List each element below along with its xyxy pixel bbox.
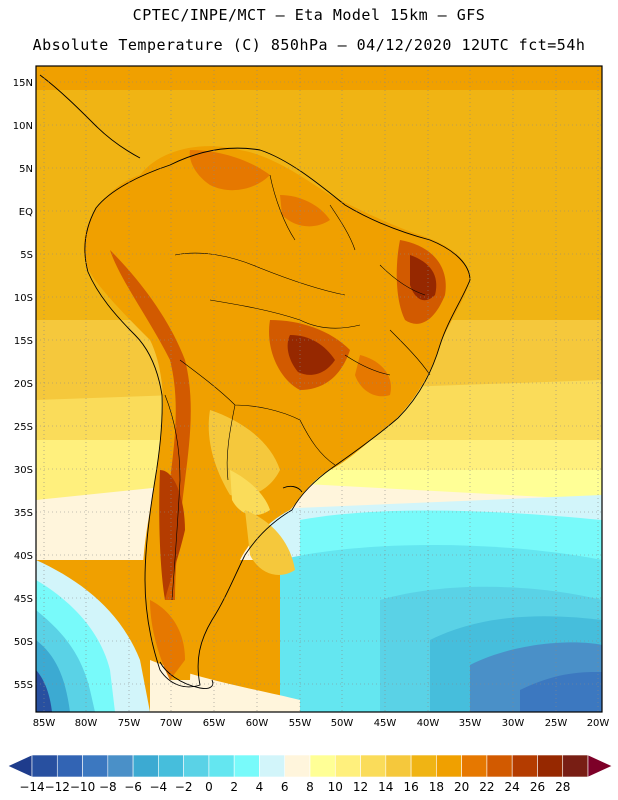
title-line-1: CPTEC/INPE/MCT – Eta Model 15km – GFS bbox=[132, 6, 486, 24]
lon-label: 25W bbox=[545, 718, 568, 729]
latitude-axis: 15N 10N 5N EQ 5S 10S 15S 20S 25S 30S 35S… bbox=[13, 78, 33, 691]
lat-label: 45S bbox=[14, 594, 33, 605]
colorbar-swatch bbox=[334, 754, 361, 778]
colorbar-label: −10 bbox=[70, 780, 95, 794]
lon-label: 80W bbox=[75, 718, 98, 729]
colorbar-label: 26 bbox=[530, 780, 545, 794]
lon-label: 30W bbox=[502, 718, 525, 729]
colorbar-label: −4 bbox=[150, 780, 168, 794]
lat-label: 15N bbox=[13, 78, 33, 89]
lat-label: 25S bbox=[14, 422, 33, 433]
colorbar-label: 14 bbox=[378, 780, 393, 794]
lon-label: 85W bbox=[33, 718, 56, 729]
colorbar-swatch bbox=[132, 754, 159, 778]
lat-label: 15S bbox=[14, 336, 33, 347]
colorbar-swatch bbox=[7, 754, 33, 778]
colorbar-swatch bbox=[233, 754, 260, 778]
colorbar-label: 18 bbox=[429, 780, 444, 794]
lat-label: EQ bbox=[19, 207, 33, 218]
lat-label: 20S bbox=[14, 379, 33, 390]
lon-label: 50W bbox=[331, 718, 354, 729]
colorbar-label: 2 bbox=[230, 780, 238, 794]
colorbar-label: 28 bbox=[555, 780, 570, 794]
colorbar-label: 22 bbox=[479, 780, 494, 794]
colorbar-swatch bbox=[486, 754, 513, 778]
lat-label: 50S bbox=[14, 637, 33, 648]
colorbar-label: −14 bbox=[19, 780, 44, 794]
colorbar-swatch bbox=[309, 754, 336, 778]
coastlines bbox=[39, 74, 471, 689]
colorbar-swatch bbox=[360, 754, 387, 778]
colorbar-label: 16 bbox=[403, 780, 418, 794]
colorbar-swatch bbox=[511, 754, 538, 778]
colorbar-swatch bbox=[537, 754, 564, 778]
colorbar-swatch bbox=[461, 754, 488, 778]
colorbar-swatch bbox=[82, 754, 109, 778]
colorbar-swatch bbox=[56, 754, 83, 778]
title-line-2: Absolute Temperature (C) 850hPa – 04/12/… bbox=[32, 36, 586, 54]
lon-label: 20W bbox=[587, 718, 610, 729]
lon-label: 45W bbox=[374, 718, 397, 729]
colorbar-label: −2 bbox=[175, 780, 193, 794]
lat-label: 35S bbox=[14, 508, 33, 519]
colorbar-swatch bbox=[208, 754, 235, 778]
colorbar-swatch bbox=[587, 754, 613, 778]
colorbar-label: −8 bbox=[99, 780, 117, 794]
temperature-field bbox=[36, 66, 602, 712]
lon-label: 55W bbox=[289, 718, 312, 729]
colorbar-swatch bbox=[107, 754, 134, 778]
lat-label: 40S bbox=[14, 551, 33, 562]
lat-label: 5N bbox=[19, 164, 33, 175]
colorbar-label: 20 bbox=[454, 780, 469, 794]
colorbar-label: −12 bbox=[45, 780, 70, 794]
lon-label: 60W bbox=[246, 718, 269, 729]
colorbar-swatch bbox=[158, 754, 184, 778]
colorbar-label: 24 bbox=[505, 780, 520, 794]
colorbar-label: 10 bbox=[328, 780, 343, 794]
lon-label: 65W bbox=[203, 718, 226, 729]
colorbar-swatch bbox=[436, 754, 462, 778]
colorbar-swatch bbox=[259, 754, 286, 778]
lat-label: 10S bbox=[14, 293, 33, 304]
colorbar-label: 4 bbox=[256, 780, 264, 794]
colorbar-label: 6 bbox=[281, 780, 289, 794]
lat-label: 10N bbox=[13, 121, 33, 132]
lat-label: 55S bbox=[14, 680, 33, 691]
colorbar-label: 8 bbox=[306, 780, 314, 794]
colorbar: −14 −12 −10 −8 −6 −4 −2 0 2 4 6 8 10 12 14 16 18 20 22 24 26… bbox=[7, 754, 613, 794]
lon-label: 75W bbox=[118, 718, 141, 729]
lat-label: 30S bbox=[14, 465, 33, 476]
lon-label: 35W bbox=[459, 718, 482, 729]
map-frame bbox=[35, 65, 603, 713]
colorbar-label: 0 bbox=[205, 780, 213, 794]
colorbar-label: 12 bbox=[353, 780, 368, 794]
colorbar-swatch bbox=[562, 754, 589, 778]
colorbar-swatch bbox=[410, 754, 437, 778]
colorbar-swatch bbox=[284, 754, 311, 778]
lat-label: 5S bbox=[20, 250, 33, 261]
colorbar-label: −6 bbox=[124, 780, 142, 794]
colorbar-swatch bbox=[183, 754, 210, 778]
colorbar-swatch bbox=[31, 754, 58, 778]
lon-label: 40W bbox=[417, 718, 440, 729]
lon-label: 70W bbox=[160, 718, 183, 729]
longitude-axis: 85W 80W 75W 70W 65W 60W 55W 50W 45W 40W … bbox=[33, 718, 610, 729]
colorbar-swatch bbox=[385, 754, 412, 778]
